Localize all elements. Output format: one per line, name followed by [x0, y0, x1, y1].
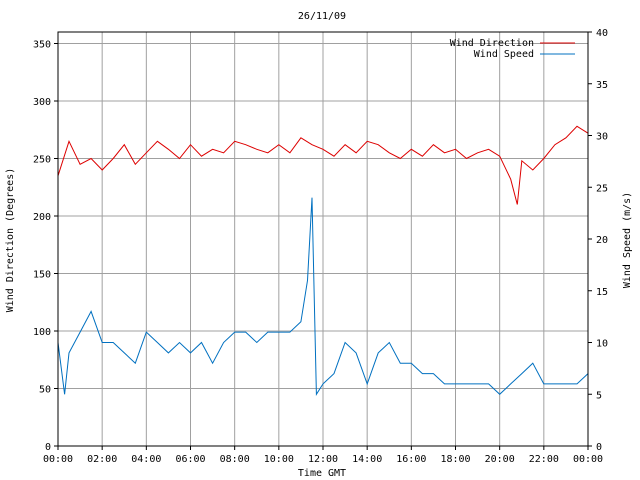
grid [57, 32, 589, 447]
legend-label-wind-speed: Wind Speed [474, 49, 534, 60]
y-left-tick-label: 150 [33, 270, 51, 281]
legend: Wind Direction Wind Speed [450, 38, 575, 60]
y-right-tick-label: 40 [596, 28, 608, 39]
x-tick-label: 02:00 [87, 454, 117, 465]
x-tick-label: 10:00 [264, 454, 294, 465]
x-tick-label: 12:00 [308, 454, 338, 465]
y-right-tick-label: 20 [596, 235, 608, 246]
legend-label-wind-direction: Wind Direction [450, 38, 534, 49]
y-left-tick-label: 300 [33, 97, 51, 108]
y-left-tick-label: 0 [45, 442, 51, 453]
x-tick-label: 22:00 [529, 454, 559, 465]
x-tick-label: 06:00 [175, 454, 205, 465]
axes-layer: 00:00 02:00 04:00 06:00 08:00 10:00 12:00 14:00… [33, 28, 608, 465]
y-right-tick-label: 25 [596, 183, 608, 194]
y-axis-left-label: Wind Direction (Degrees) [5, 168, 16, 313]
y-axis-right-label: Wind Speed (m/s) [622, 192, 633, 288]
x-tick-label: 04:00 [131, 454, 161, 465]
x-axis-label: Time GMT [298, 468, 346, 479]
y-right-tick-label: 0 [596, 442, 602, 453]
y-right-tick-label: 10 [596, 339, 608, 350]
x-tick-label: 08:00 [220, 454, 250, 465]
series-line-wind-speed [57, 197, 589, 396]
y-right-tick-label: 35 [596, 80, 608, 91]
x-tick-label: 20:00 [485, 454, 515, 465]
x-tick-label: 00:00 [573, 454, 603, 465]
x-tick-label: 00:00 [43, 454, 73, 465]
y-left-tick-label: 50 [39, 385, 51, 396]
y-right-tick-label: 15 [596, 287, 608, 298]
series-layer [57, 125, 589, 396]
x-tick-label: 16:00 [396, 454, 426, 465]
y-right-tick-label: 30 [596, 132, 608, 143]
y-left-tick-label: 100 [33, 327, 51, 338]
x-tick-label: 14:00 [352, 454, 382, 465]
y-left-tick-label: 250 [33, 155, 51, 166]
chart-title: 26/11/09 [298, 11, 346, 22]
y-right-tick-label: 5 [596, 390, 602, 401]
y-left-tick-label: 350 [33, 40, 51, 51]
x-tick-label: 18:00 [440, 454, 470, 465]
y-left-tick-label: 200 [33, 212, 51, 223]
series-line-wind-direction [57, 125, 589, 205]
